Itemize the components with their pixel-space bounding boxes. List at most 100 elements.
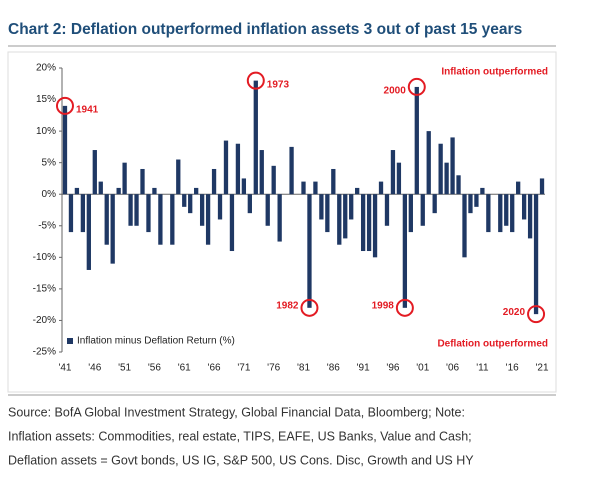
- bar: [438, 143, 443, 195]
- annotation: 2020: [503, 307, 526, 318]
- y-tick-label: 0%: [42, 189, 57, 200]
- bar: [450, 137, 455, 195]
- annotation: 1982: [276, 300, 299, 311]
- bar: [396, 162, 402, 195]
- bar: [152, 187, 157, 195]
- highlight-circle: [300, 298, 319, 317]
- bar: [521, 194, 527, 220]
- bar: [539, 178, 545, 195]
- x-tick-label: '91: [357, 363, 370, 374]
- bar: [325, 194, 330, 233]
- bar: [146, 194, 151, 233]
- bar: [480, 187, 485, 195]
- bar: [247, 194, 252, 214]
- bar: [372, 194, 378, 258]
- bar: [366, 194, 372, 252]
- x-tick-label: '01: [416, 363, 429, 374]
- bar: [74, 187, 80, 195]
- bar: [176, 159, 181, 195]
- bar: [337, 194, 342, 245]
- bar: [474, 194, 479, 207]
- bar: [468, 194, 473, 214]
- legend-swatch: [67, 338, 73, 344]
- x-tick-label: '46: [88, 363, 101, 374]
- bar: [199, 194, 205, 226]
- bar: [205, 194, 211, 245]
- highlight-circle: [527, 305, 546, 324]
- bar: [498, 194, 503, 233]
- x-tick-label: '06: [446, 363, 459, 374]
- bar: [486, 194, 491, 233]
- bar: [462, 194, 467, 258]
- bar: [402, 194, 408, 308]
- bar: [289, 146, 294, 195]
- bar: [265, 194, 270, 226]
- y-tick-label: 10%: [36, 126, 56, 137]
- bar: [110, 194, 115, 264]
- x-tick-label: '86: [327, 363, 340, 374]
- bar: [158, 194, 163, 245]
- annotation: Deflation outperformed: [437, 339, 548, 350]
- bar: [307, 194, 312, 308]
- highlight-circle: [246, 71, 265, 90]
- annotation: Inflation outperformed: [441, 67, 548, 78]
- bar: [170, 194, 175, 245]
- x-tick-label: '81: [297, 363, 310, 374]
- y-tick-label: 20%: [36, 63, 56, 74]
- bar: [80, 194, 86, 233]
- annotation: 1998: [372, 300, 395, 311]
- bar: [390, 150, 396, 195]
- bar: [378, 181, 384, 195]
- x-tick-label: '41: [58, 363, 71, 374]
- y-tick-label: -25%: [33, 347, 56, 358]
- bar: [313, 181, 318, 195]
- y-tick-label: -10%: [33, 252, 56, 263]
- annotation: 2000: [384, 86, 407, 97]
- bar: [229, 194, 235, 252]
- bar: [128, 194, 133, 226]
- bar: [241, 178, 247, 195]
- bar: [259, 150, 264, 195]
- bar: [271, 165, 276, 195]
- bar: [98, 181, 103, 195]
- bar: [444, 162, 449, 195]
- bar: [68, 194, 74, 233]
- bar: [140, 168, 145, 195]
- bar: [456, 175, 461, 195]
- source-note: Source: BofA Global Investment Strategy,…: [8, 405, 465, 419]
- bar: [223, 140, 229, 195]
- x-tick-label: '21: [535, 363, 548, 374]
- x-tick-label: '56: [148, 363, 161, 374]
- bar: [122, 162, 127, 195]
- highlight-circle: [407, 77, 426, 96]
- bar: [217, 194, 223, 220]
- highlight-circle: [55, 96, 74, 115]
- bar: [104, 194, 109, 245]
- bar: [384, 194, 390, 226]
- y-tick-label: -20%: [33, 315, 56, 326]
- bar: [408, 194, 413, 233]
- chart-title: Chart 2: Deflation outperformed inflatio…: [8, 21, 522, 38]
- bar: [420, 194, 425, 226]
- annotation: 1973: [267, 79, 290, 90]
- bar: [253, 80, 258, 195]
- bar: [86, 194, 91, 270]
- x-tick-label: '51: [118, 363, 131, 374]
- bar: [319, 194, 324, 220]
- bar: [360, 194, 366, 252]
- bar: [510, 194, 515, 233]
- bar: [527, 194, 533, 239]
- x-tick-label: '16: [506, 363, 519, 374]
- x-tick-label: '76: [267, 363, 280, 374]
- bar: [432, 194, 437, 214]
- chart-frame: [7, 51, 557, 393]
- bar: [92, 150, 97, 195]
- bar: [62, 105, 68, 195]
- x-tick-label: '96: [386, 363, 399, 374]
- x-tick-label: '11: [476, 363, 489, 374]
- bar: [116, 187, 121, 195]
- bar: [343, 194, 348, 239]
- bar: [277, 194, 282, 242]
- bar: [504, 194, 509, 226]
